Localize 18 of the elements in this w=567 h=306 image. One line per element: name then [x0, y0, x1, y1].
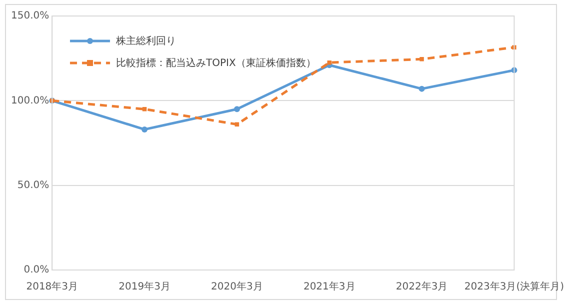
x-tick-label: 2018年3月	[26, 280, 78, 293]
point	[420, 57, 424, 62]
x-tick-label: 2023年3月(決算年月)	[464, 280, 564, 293]
legend-label: 比較指標：配当込みTOPIX（東証株価指数）	[116, 56, 316, 70]
point	[327, 60, 332, 65]
y-tick-label: 100.0%	[10, 95, 50, 106]
point	[142, 126, 148, 132]
x-tick-label: 2022年3月	[396, 280, 448, 293]
point	[234, 106, 240, 112]
x-tick-label: 2020年3月	[211, 280, 263, 293]
x-tick-label: 2021年3月	[303, 280, 356, 293]
point	[418, 86, 425, 92]
y-tick-label: 0.0%	[24, 264, 50, 276]
y-tick-label: 50.0%	[17, 180, 50, 191]
y-tick-label: 150.0%	[10, 10, 50, 22]
legend-label: 株主総利回り	[116, 34, 176, 48]
point	[142, 107, 147, 112]
x-tick-label: 2019年3月	[118, 280, 170, 293]
